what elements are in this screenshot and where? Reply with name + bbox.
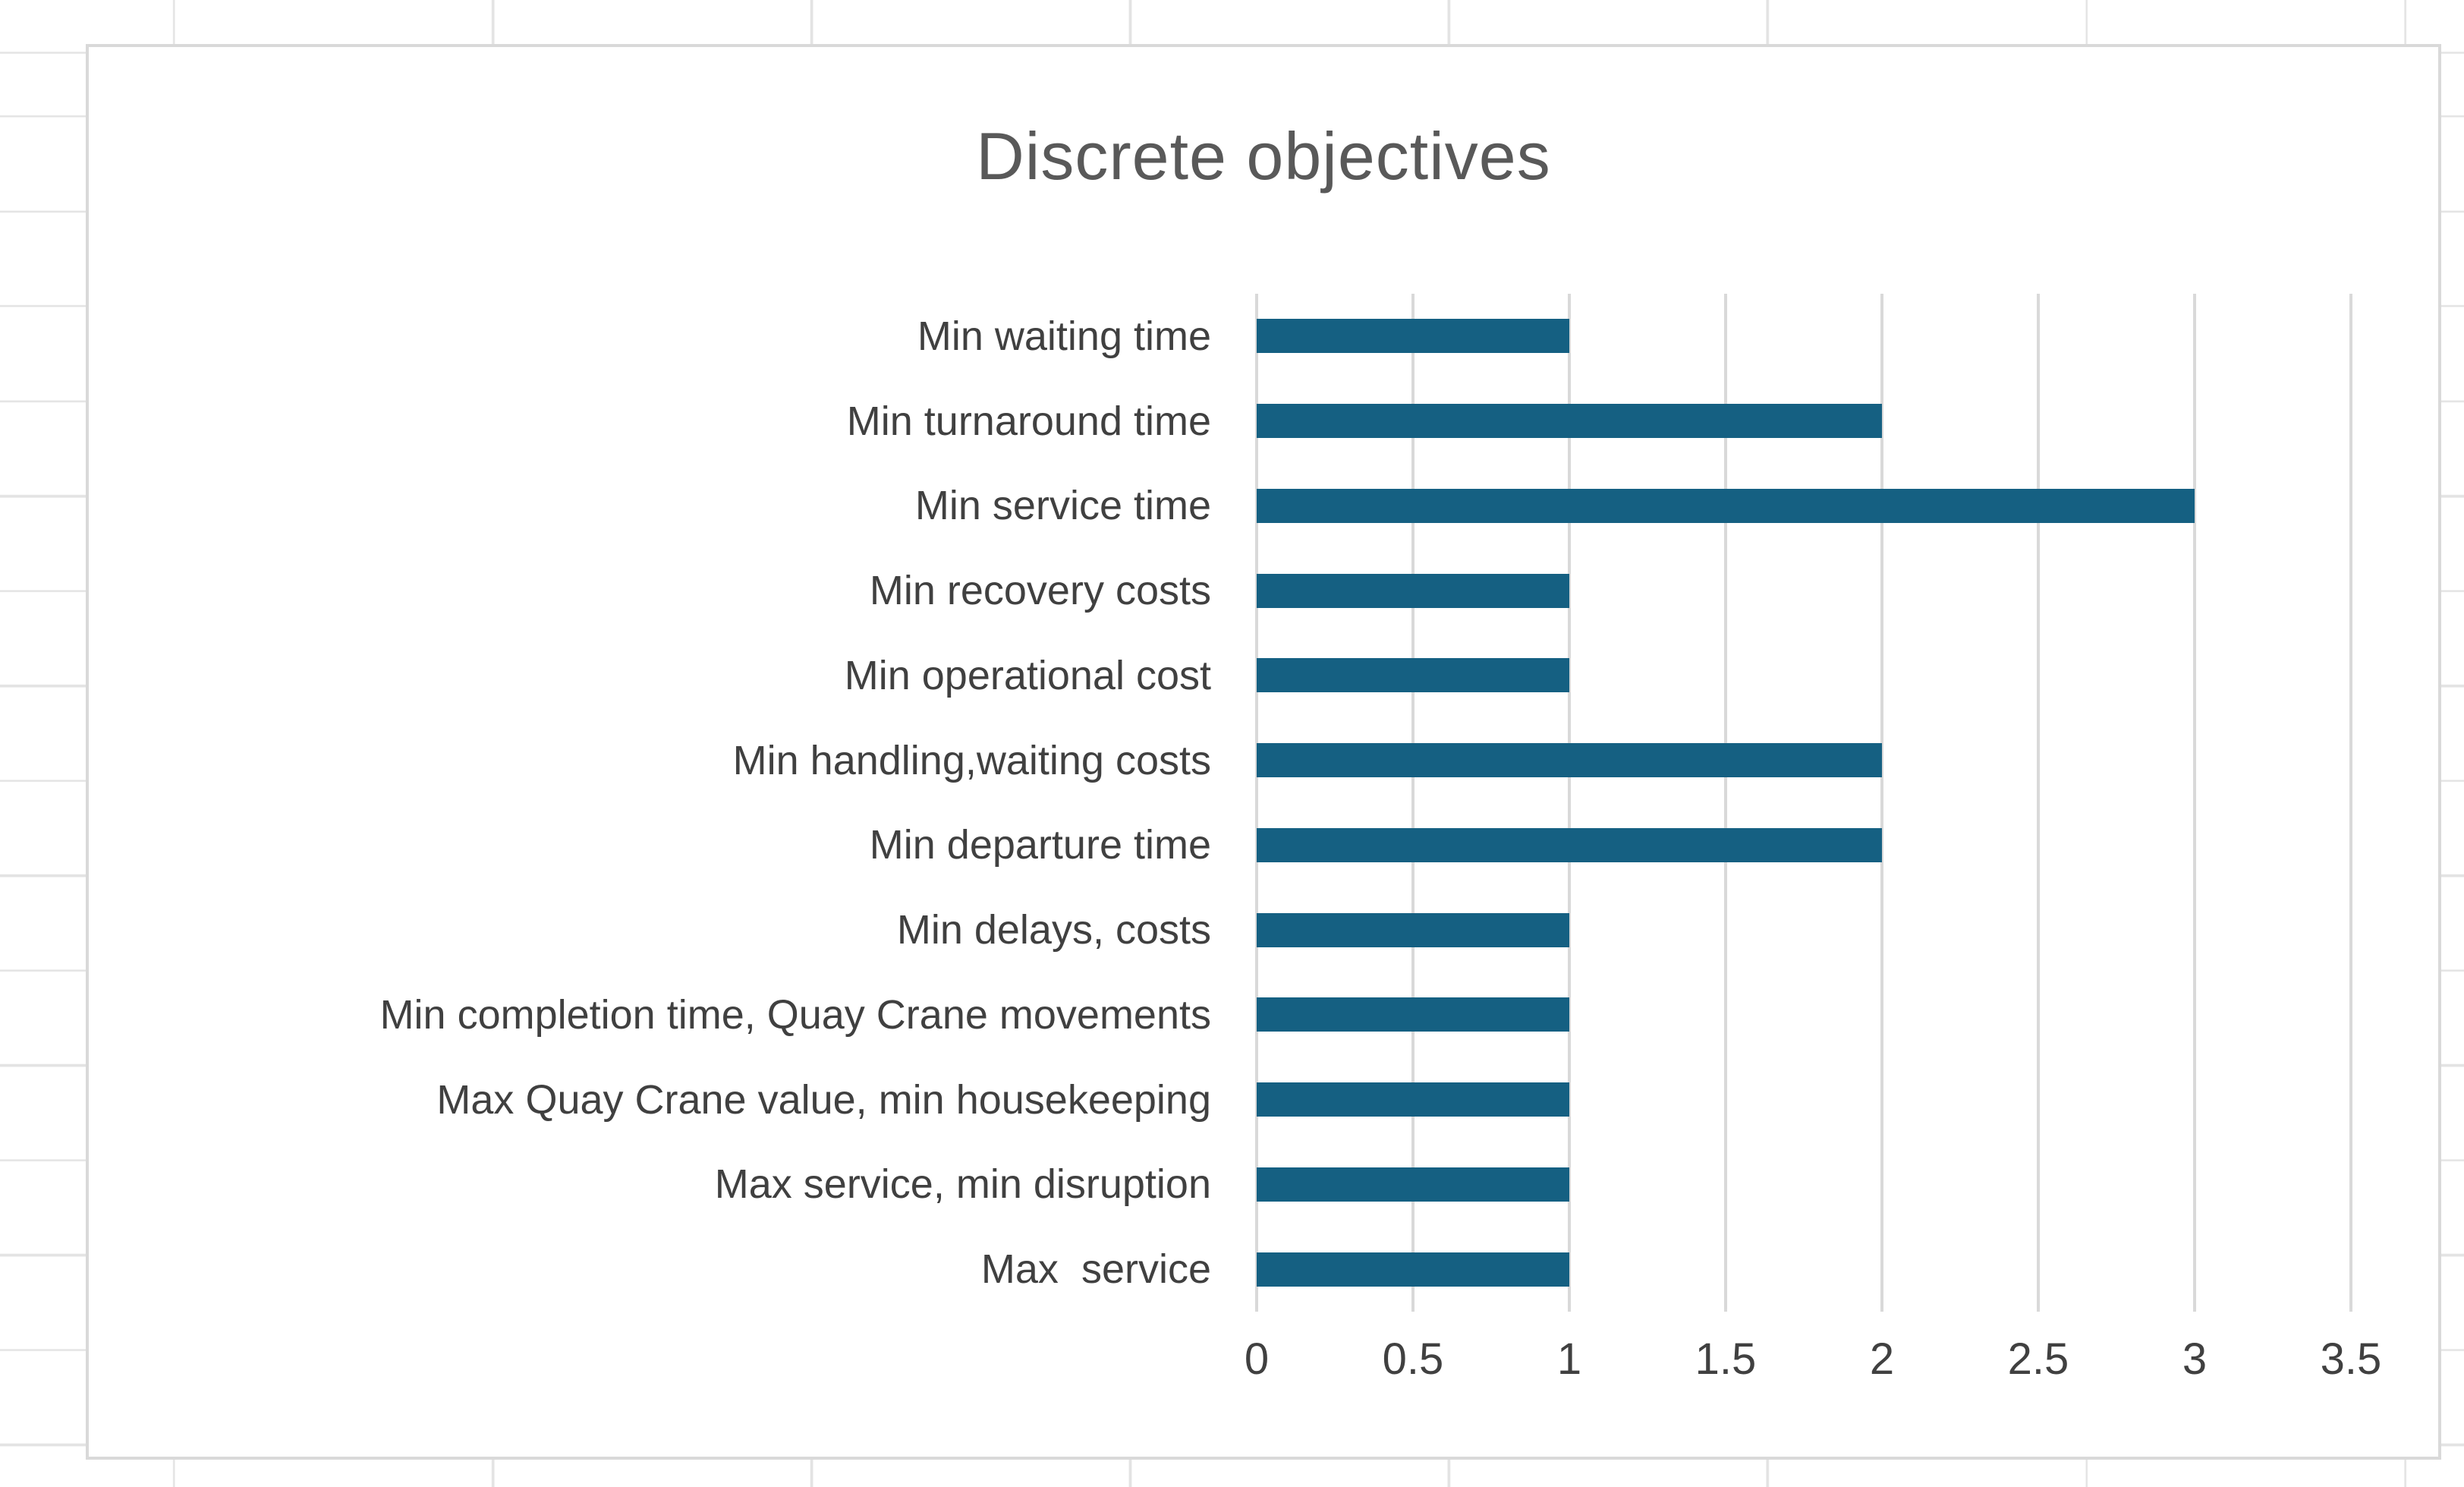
- bar[interactable]: [1257, 404, 1882, 439]
- bar[interactable]: [1257, 488, 2195, 523]
- chart-frame[interactable]: Discrete objectives Min waiting time Min …: [86, 44, 2441, 1460]
- category-label: Max service, min disruption: [714, 1161, 1211, 1208]
- bar-row: [1257, 294, 2351, 379]
- gridline: [1568, 294, 1571, 1312]
- category-label: Min turnaround time: [846, 398, 1211, 444]
- category-label-row: Min delays, costs: [89, 887, 1211, 972]
- bar[interactable]: [1257, 573, 1569, 608]
- category-axis[interactable]: Min waiting time Min turnaround time Min s…: [89, 294, 1211, 1312]
- category-label: Min recovery costs: [869, 568, 1211, 614]
- x-tick-label: 1.5: [1695, 1334, 1757, 1384]
- category-label: Max Quay Crane value, min housekeeping: [436, 1076, 1211, 1123]
- category-label: Min delays, costs: [896, 907, 1211, 953]
- plot-area[interactable]: [1255, 294, 2352, 1312]
- bar-row: [1257, 548, 2351, 633]
- bar-row: [1257, 633, 2351, 718]
- gridline: [2349, 294, 2352, 1312]
- bar-row: [1257, 464, 2351, 549]
- category-label-row: Min operational cost: [89, 633, 1211, 718]
- category-label: Min waiting time: [917, 313, 1211, 359]
- bar[interactable]: [1257, 319, 1569, 354]
- gridline: [1255, 294, 1258, 1312]
- bar[interactable]: [1257, 1167, 1569, 1202]
- bar[interactable]: [1257, 743, 1882, 778]
- x-tick-label: 1: [1556, 1334, 1582, 1384]
- category-label: Max service: [980, 1246, 1211, 1293]
- bar[interactable]: [1257, 1082, 1569, 1117]
- category-label-row: Min service time: [89, 464, 1211, 549]
- chart-title[interactable]: Discrete objectives: [976, 118, 1551, 194]
- bar-row: [1257, 1142, 2351, 1227]
- category-label: Min departure time: [869, 822, 1211, 868]
- category-label-row: Max Quay Crane value, min housekeeping: [89, 1057, 1211, 1142]
- bar[interactable]: [1257, 827, 1882, 862]
- category-label-row: Min turnaround time: [89, 379, 1211, 464]
- x-tick-label: 3.5: [2320, 1334, 2382, 1384]
- x-tick-label: 2: [1869, 1334, 1895, 1384]
- bar-row: [1257, 972, 2351, 1057]
- category-label-row: Min recovery costs: [89, 548, 1211, 633]
- category-label-row: Min departure time: [89, 803, 1211, 888]
- gridline: [1411, 294, 1415, 1312]
- category-label-row: Min completion time, Quay Crane movement…: [89, 972, 1211, 1057]
- x-tick-label: 2.5: [2007, 1334, 2069, 1384]
- bar-row: [1257, 1057, 2351, 1142]
- category-label-row: Min handling,waiting costs: [89, 718, 1211, 803]
- bar[interactable]: [1257, 997, 1569, 1032]
- gridline: [2193, 294, 2196, 1312]
- bar-row: [1257, 803, 2351, 888]
- bar[interactable]: [1257, 1252, 1569, 1287]
- bar-series: [1257, 294, 2351, 1312]
- bar[interactable]: [1257, 658, 1569, 693]
- x-tick-label: 3: [2182, 1334, 2208, 1384]
- gridline: [1880, 294, 1883, 1312]
- bar-row: [1257, 379, 2351, 464]
- category-label-row: Min waiting time: [89, 294, 1211, 379]
- value-axis[interactable]: 0 0.5 1 1.5 2 2.5 3 3.5: [1245, 1334, 2381, 1398]
- category-label: Min handling,waiting costs: [732, 737, 1211, 783]
- category-label: Min operational cost: [844, 652, 1211, 698]
- x-tick-label: 0.5: [1382, 1334, 1444, 1384]
- category-label: Min service time: [914, 483, 1211, 529]
- bar-row: [1257, 887, 2351, 972]
- category-label-row: Max service: [89, 1227, 1211, 1312]
- x-tick-label: 0: [1244, 1334, 1270, 1384]
- gridline: [2037, 294, 2040, 1312]
- bar[interactable]: [1257, 912, 1569, 947]
- gridline: [1724, 294, 1727, 1312]
- bar-row: [1257, 1227, 2351, 1312]
- category-label: Min completion time, Quay Crane movement…: [379, 991, 1211, 1038]
- category-label-row: Max service, min disruption: [89, 1142, 1211, 1227]
- bar-row: [1257, 718, 2351, 803]
